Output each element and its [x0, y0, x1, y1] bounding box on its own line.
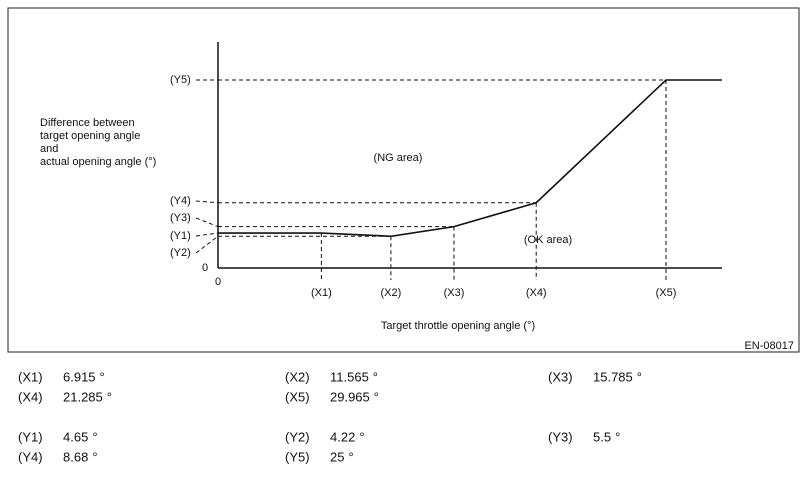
x-axis-title: Target throttle opening angle (°) [381, 320, 535, 332]
value-table: (X1) 6.915 ° (X2) 11.565 ° (X3) 15.785 ° (X4) 21.2… [18, 369, 642, 464]
table-unit: ° [359, 429, 364, 444]
table-unit: ° [348, 449, 353, 464]
table-value: 5.5 [593, 429, 611, 444]
y-axis-title: Difference between target opening angle … [40, 117, 156, 168]
table-unit: ° [92, 429, 97, 444]
table-label: (X3) [548, 369, 573, 384]
y-leader [195, 235, 219, 254]
table-label: (Y3) [548, 429, 573, 444]
table-value: 4.65 [63, 429, 88, 444]
table-value: 4.22 [330, 429, 355, 444]
table-label: (Y2) [285, 429, 310, 444]
x-point-label: (X2) [381, 287, 402, 299]
x-point-label: (X4) [526, 287, 547, 299]
y-point-label: (Y1) [170, 230, 191, 242]
table-unit: ° [637, 369, 642, 384]
table-label: (X1) [18, 369, 43, 384]
table-value: 11.565 [330, 369, 369, 384]
table-unit: ° [615, 429, 620, 444]
y-leader [195, 232, 219, 237]
table-unit: ° [373, 369, 378, 384]
table-label: (Y5) [285, 449, 310, 464]
y-point-label: (Y4) [170, 195, 191, 207]
table-label: (Y1) [18, 429, 43, 444]
y-point-label: (Y3) [170, 212, 191, 224]
limit-curve [218, 79, 722, 238]
x-point-label: (X3) [444, 287, 465, 299]
table-unit: ° [92, 449, 97, 464]
origin-y-label: 0 [202, 262, 208, 274]
y-leader [195, 217, 219, 228]
origin-x-label: 0 [215, 276, 221, 288]
table-value: 15.785 [593, 369, 633, 384]
y-title-line: target opening angle [40, 130, 140, 142]
y-point-label: (Y2) [170, 247, 191, 259]
y-title-line: Difference between [40, 117, 135, 129]
ok-area-label: (OK area) [524, 234, 572, 246]
table-value: 6.915 [63, 369, 96, 384]
table-label: (X4) [18, 389, 43, 404]
table-unit: ° [107, 389, 112, 404]
ng-area-label: (NG area) [374, 152, 423, 164]
table-value: 8.68 [63, 449, 88, 464]
table-value: 29.965 [330, 389, 370, 404]
y-title-line: actual opening angle (°) [40, 156, 156, 168]
frame [7, 7, 800, 353]
table-value: 21.285 [63, 389, 103, 404]
y-point-label: (Y5) [170, 74, 191, 86]
table-unit: ° [100, 369, 105, 384]
table-label: (Y4) [18, 449, 43, 464]
plot: (Y1) (Y2) (Y3) (Y4) (Y5) (X1) (X2) (X3) (X4) (X5) [170, 74, 722, 299]
table-unit: ° [374, 389, 379, 404]
table-value: 25 [330, 449, 344, 464]
table-label: (X2) [285, 369, 310, 384]
y-title-line: and [40, 143, 58, 155]
y-leader [195, 200, 219, 204]
x-point-label: (X5) [656, 287, 677, 299]
table-label: (X5) [285, 389, 310, 404]
figure-code: EN-08017 [744, 340, 794, 352]
x-point-label: (X1) [311, 287, 332, 299]
